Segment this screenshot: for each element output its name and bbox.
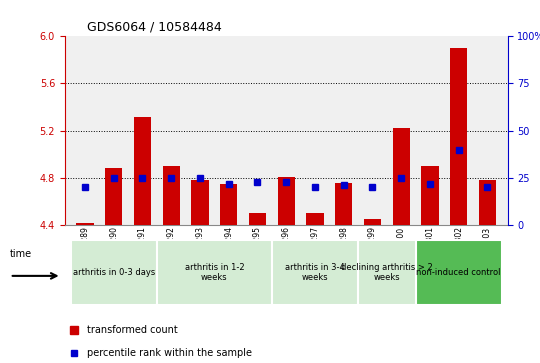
Bar	[393, 129, 410, 225]
Text: declining arthritis > 2
weeks: declining arthritis > 2 weeks	[341, 262, 433, 282]
Bar	[191, 180, 208, 225]
Bar	[163, 166, 180, 225]
Bar	[249, 213, 266, 225]
Bar	[450, 48, 467, 225]
Text: transformed count: transformed count	[87, 325, 178, 335]
FancyBboxPatch shape	[358, 240, 416, 305]
Bar	[134, 117, 151, 225]
Text: arthritis in 0-3 days: arthritis in 0-3 days	[72, 268, 155, 277]
Bar	[335, 183, 352, 225]
Text: arthritis in 3-4
weeks: arthritis in 3-4 weeks	[285, 262, 345, 282]
FancyBboxPatch shape	[272, 240, 358, 305]
Bar	[306, 213, 323, 225]
FancyBboxPatch shape	[71, 240, 157, 305]
Bar	[105, 168, 122, 225]
Bar	[421, 166, 438, 225]
Bar	[278, 177, 295, 225]
Bar	[479, 180, 496, 225]
Bar	[220, 184, 237, 225]
Text: time: time	[10, 249, 32, 259]
FancyBboxPatch shape	[416, 240, 502, 305]
Text: non-induced control: non-induced control	[416, 268, 501, 277]
FancyBboxPatch shape	[157, 240, 272, 305]
Bar	[364, 219, 381, 225]
Bar	[76, 223, 93, 225]
Text: GDS6064 / 10584484: GDS6064 / 10584484	[87, 21, 222, 34]
Text: arthritis in 1-2
weeks: arthritis in 1-2 weeks	[185, 262, 244, 282]
Text: percentile rank within the sample: percentile rank within the sample	[87, 348, 252, 358]
